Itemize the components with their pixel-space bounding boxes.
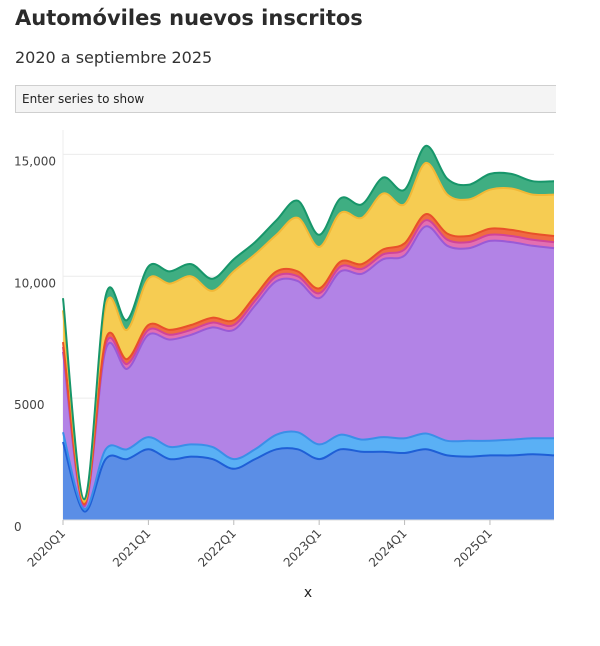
x-axis-title: x [304,585,312,601]
series-line-5 [62,213,555,506]
series-line-6 [62,161,555,503]
area-series-3[interactable] [63,226,554,510]
y-tick-label: 10,000 [14,276,56,290]
area-series-6[interactable] [63,162,554,505]
area-series-group [62,144,555,521]
stacked-area-chart: 0 5000 10,000 15,000 2020Q1 2021Q1 2022Q1 2023… [14,130,555,601]
series-line-2 [62,430,555,511]
x-axis-tick-labels: 2020Q1 2021Q1 2022Q1 2023Q1 2024Q1 2025Q1 [25,520,496,570]
y-tick-label: 0 [14,520,22,534]
series-search-input[interactable] [15,85,556,113]
x-tick-label: 2021Q1 [110,526,154,570]
x-tick-label: 2023Q1 [281,526,325,570]
x-tick-label: 2022Q1 [195,526,239,570]
x-tick-label: 2020Q1 [25,526,69,570]
y-tick-label: 15,000 [14,154,56,168]
x-tick-label: 2024Q1 [366,526,410,570]
x-tick-label: 2025Q1 [452,526,496,570]
area-series-7[interactable] [63,145,554,502]
series-line-7 [62,144,555,501]
y-tick-label: 5000 [14,398,45,412]
y-axis-tick-labels: 0 5000 10,000 15,000 [14,154,56,534]
series-line-1 [62,441,555,513]
series-line-4 [62,219,555,507]
chart-subtitle: 2020 a septiembre 2025 [15,48,213,67]
area-series-1[interactable] [63,442,554,520]
area-series-2[interactable] [63,431,554,512]
series-line-3 [62,225,555,508]
chart-title: Automóviles nuevos inscritos [15,6,363,30]
